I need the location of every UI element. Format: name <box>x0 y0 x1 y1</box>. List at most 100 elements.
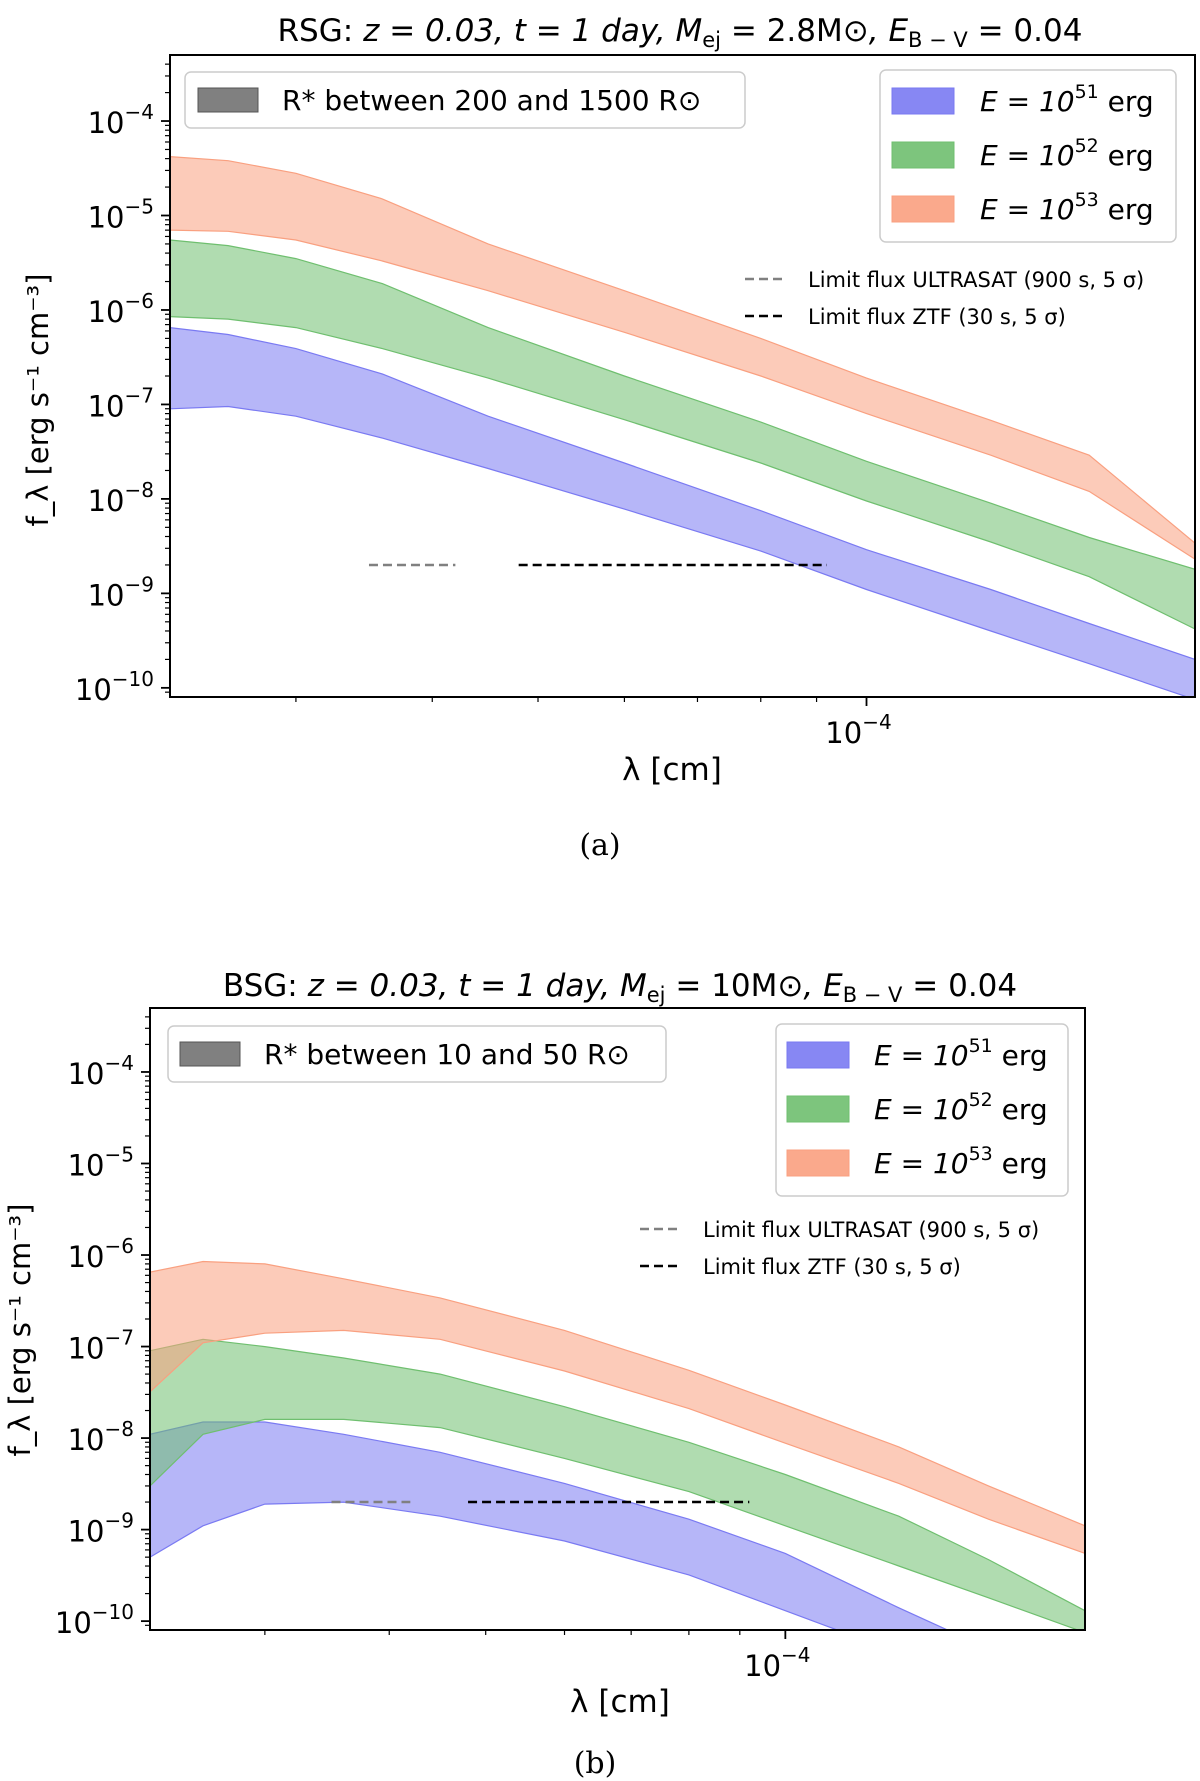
legend-label-series-2: E = 1052 erg <box>874 1089 1048 1126</box>
y-tick-label-exp: −5 <box>125 195 154 219</box>
band-series-3 <box>170 155 1195 560</box>
y-tick-label-base: 10 <box>68 1057 105 1091</box>
y-tick-label-exp: −9 <box>105 1509 134 1533</box>
bands <box>170 155 1195 697</box>
legend-label-unit: erg <box>993 1147 1048 1180</box>
legend-radius-label: R* between 200 and 1500 R⊙ <box>282 84 701 117</box>
y-tick-label-base: 10 <box>68 1240 105 1274</box>
legend-label-base: E = 10 <box>874 1093 969 1126</box>
legend-swatch-series-2 <box>891 141 955 169</box>
legend-label-exp: 52 <box>1075 135 1099 157</box>
legend-limit-label-1: Limit flux ULTRASAT (900 s, 5 σ) <box>703 1218 1039 1242</box>
legend-radius-frame <box>184 71 746 129</box>
y-tick-label-base: 10 <box>75 673 112 707</box>
x-tick-label-base: 10 <box>825 716 862 750</box>
y-tick-label: 10−7 <box>88 383 154 423</box>
y-tick-label-exp: −8 <box>125 478 154 502</box>
chart-title: RSG: z = 0.03, t = 1 day, Mej = 2.8M⊙, E… <box>278 13 1083 52</box>
y-tick-label-base: 10 <box>88 389 125 423</box>
y-axis-label: f_λ [erg s⁻¹ cm⁻³] <box>21 274 55 527</box>
legend-limit-label-2: Limit flux ZTF (30 s, 5 σ) <box>703 1255 961 1279</box>
legend-label-series-1: E = 1051 erg <box>980 81 1154 118</box>
y-tick-label: 10−4 <box>68 1051 134 1091</box>
chart-title: BSG: z = 0.03, t = 1 day, Mej = 10M⊙, EB… <box>223 968 1017 1007</box>
y-tick-label-exp: −9 <box>125 572 154 596</box>
legend-label-base: E = 10 <box>980 139 1075 172</box>
legend-radius-frame <box>167 1025 667 1083</box>
legend-label-unit: erg <box>993 1039 1048 1072</box>
band-series-1 <box>170 326 1195 697</box>
panel-caption-b: (b) <box>574 1746 617 1781</box>
x-axis-label: λ [cm] <box>570 1684 670 1720</box>
x-axis-label: λ [cm] <box>622 752 722 788</box>
legend-label-base: E = 10 <box>874 1039 969 1072</box>
y-tick-label: 10−8 <box>68 1417 134 1457</box>
panel-a: RSG: z = 0.03, t = 1 day, Mej = 2.8M⊙, E… <box>21 13 1196 863</box>
y-tick-label: 10−5 <box>68 1143 134 1183</box>
legend-limit-label-1: Limit flux ULTRASAT (900 s, 5 σ) <box>808 268 1144 292</box>
y-tick-label: 10−6 <box>88 289 154 329</box>
bands <box>150 1260 1085 1630</box>
legend-label-exp: 53 <box>969 1143 993 1165</box>
legend-label-exp: 53 <box>1075 189 1099 211</box>
legend-swatch-series-1 <box>891 87 955 115</box>
y-tick-label-exp: −4 <box>125 100 154 124</box>
y-tick-label-exp: −6 <box>105 1234 134 1258</box>
legend-label-unit: erg <box>993 1093 1048 1126</box>
band-series-2 <box>170 239 1195 630</box>
band-series-1 <box>150 1421 949 1630</box>
y-tick-label: 10−10 <box>75 667 154 707</box>
legend-radius-swatch <box>179 1041 241 1067</box>
band-series-2 <box>150 1338 1085 1630</box>
y-tick-label: 10−9 <box>88 572 154 612</box>
panel-b: BSG: z = 0.03, t = 1 day, Mej = 10M⊙, EB… <box>3 968 1086 1781</box>
legend-label-base: E = 10 <box>980 193 1075 226</box>
x-tick-label: 10−4 <box>744 1643 810 1683</box>
y-tick-label-base: 10 <box>88 484 125 518</box>
y-tick-label: 10−5 <box>88 195 154 235</box>
legend-label-base: E = 10 <box>874 1147 969 1180</box>
y-tick-label-exp: −5 <box>105 1143 134 1167</box>
legend-radius-label: R* between 10 and 50 R⊙ <box>264 1038 630 1071</box>
y-tick-label-exp: −7 <box>125 383 154 407</box>
x-tick-label-base: 10 <box>744 1649 781 1683</box>
y-tick-label-exp: −7 <box>105 1326 134 1350</box>
legend-label-base: E = 10 <box>980 85 1075 118</box>
y-tick-label: 10−10 <box>55 1600 134 1640</box>
x-tick-label: 10−4 <box>825 710 891 750</box>
y-tick-label: 10−9 <box>68 1509 134 1549</box>
legend-radius: R* between 200 and 1500 R⊙ <box>184 71 746 129</box>
legend-label-unit: erg <box>1099 85 1154 118</box>
y-tick-label-base: 10 <box>55 1606 92 1640</box>
legend-swatch-series-1 <box>786 1041 850 1069</box>
y-tick-label-base: 10 <box>68 1332 105 1366</box>
y-tick-label-base: 10 <box>88 295 125 329</box>
y-tick-label-base: 10 <box>88 201 125 235</box>
legend-label-exp: 52 <box>969 1089 993 1111</box>
y-tick-label: 10−8 <box>88 478 154 518</box>
y-tick-label: 10−4 <box>88 100 154 140</box>
y-tick-label-exp: −6 <box>125 289 154 313</box>
panel-caption-a: (a) <box>579 828 620 863</box>
legend-label-exp: 51 <box>1075 81 1099 103</box>
legend-swatch-series-2 <box>786 1095 850 1123</box>
y-tick-label-exp: −10 <box>92 1600 134 1624</box>
y-tick-label-base: 10 <box>68 1515 105 1549</box>
y-tick-label-base: 10 <box>68 1149 105 1183</box>
legend-label-series-1: E = 1051 erg <box>874 1035 1048 1072</box>
legend-swatch-series-3 <box>786 1149 850 1177</box>
y-tick-label: 10−7 <box>68 1326 134 1366</box>
y-tick-label-base: 10 <box>88 578 125 612</box>
legend-label-unit: erg <box>1099 139 1154 172</box>
x-tick-label-exp: −4 <box>862 710 891 734</box>
y-axis-label: f_λ [erg s⁻¹ cm⁻³] <box>3 1204 37 1457</box>
y-tick-label: 10−6 <box>68 1234 134 1274</box>
x-tick-label-exp: −4 <box>781 1643 810 1667</box>
y-tick-label-exp: −10 <box>112 667 154 691</box>
legend-label-series-3: E = 1053 erg <box>980 189 1154 226</box>
legend-label-series-2: E = 1052 erg <box>980 135 1154 172</box>
